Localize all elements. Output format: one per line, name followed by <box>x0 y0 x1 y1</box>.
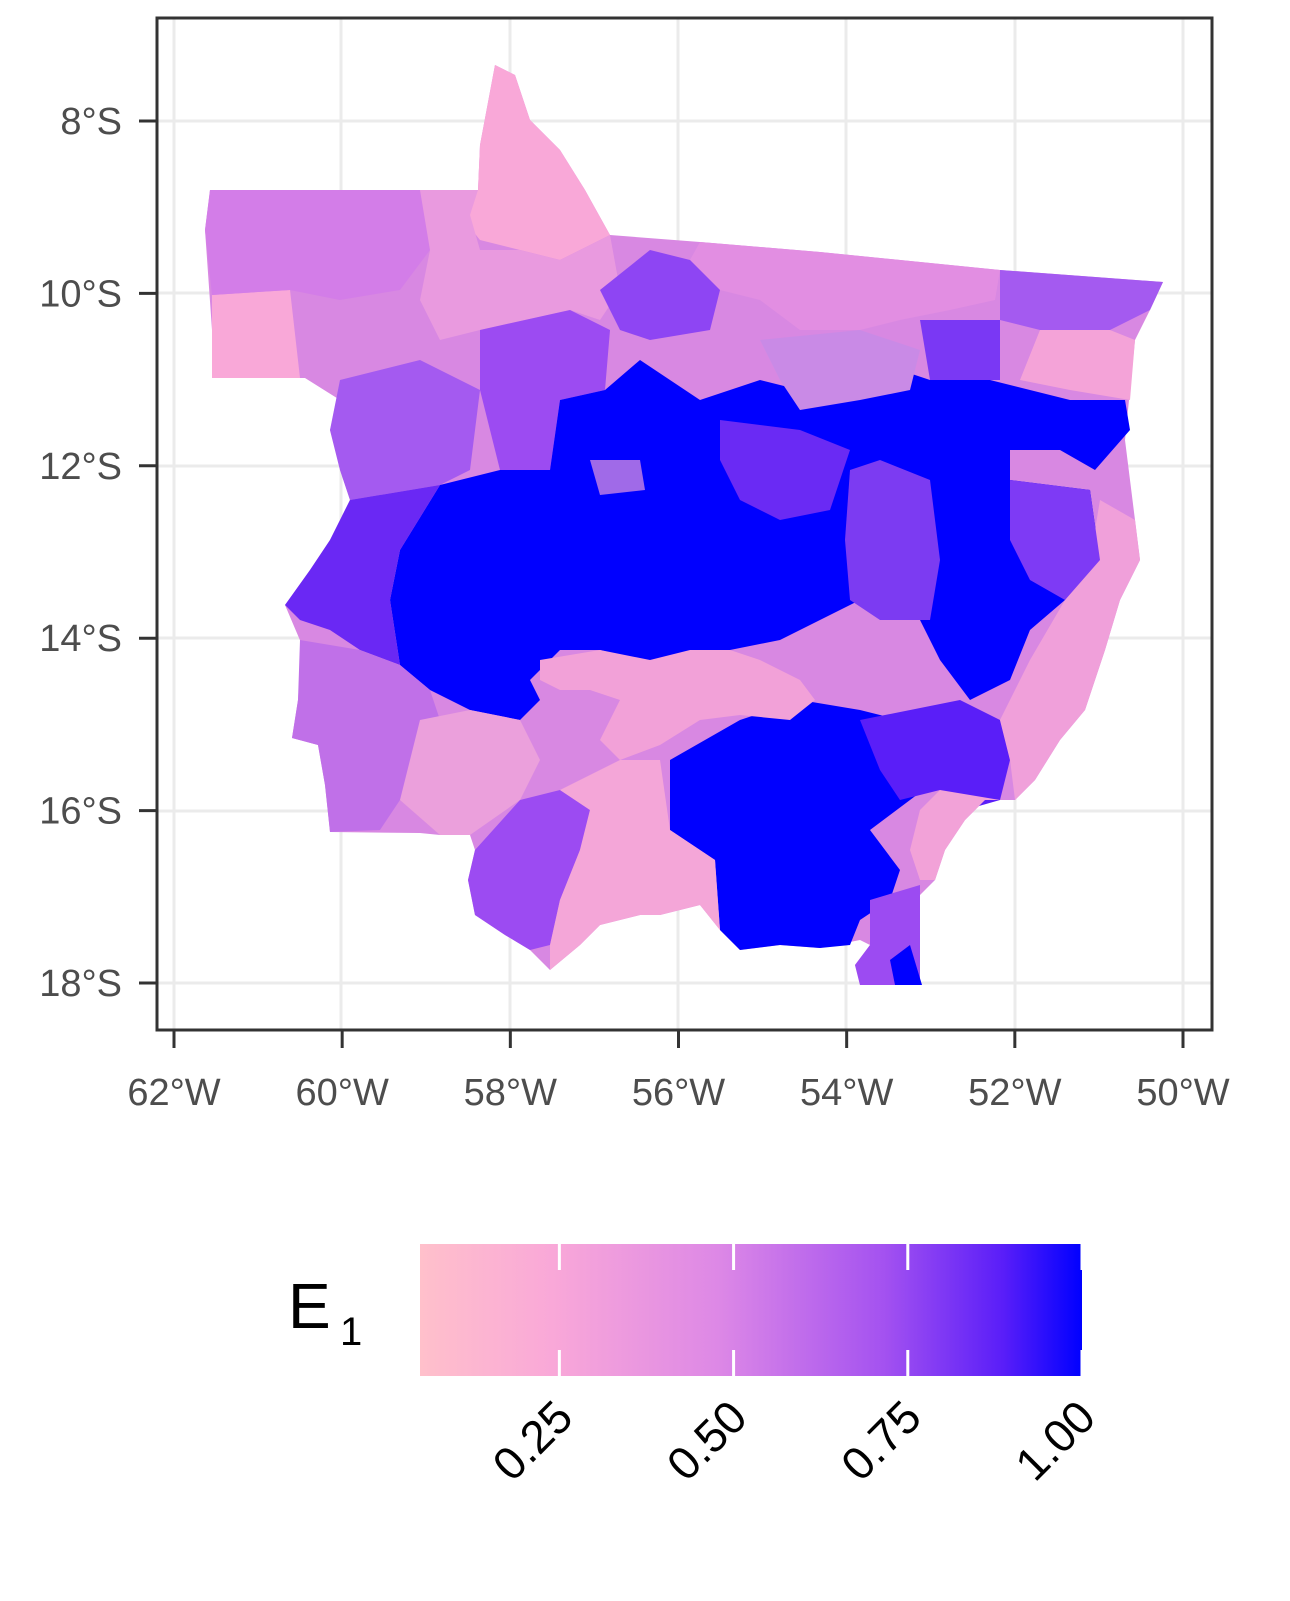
region-southwest-lilac <box>292 640 440 832</box>
x-tick-label: 62°W <box>127 1072 220 1114</box>
x-tick-label: 56°W <box>632 1072 725 1114</box>
x-tick-label: 58°W <box>464 1072 557 1114</box>
region-south-purple <box>468 790 590 950</box>
x-tick-label: 52°W <box>968 1072 1061 1114</box>
region-southeast-pink <box>910 790 1000 880</box>
legend-tick-label: 0.75 <box>831 1390 931 1490</box>
region-south-violet <box>860 700 1010 810</box>
legend-title: E <box>288 1270 331 1342</box>
region-northeast-pink <box>1020 330 1135 400</box>
region-center-pink-strip <box>540 650 815 760</box>
panel-border <box>155 16 1214 1032</box>
region-north-mid-pink <box>420 190 620 340</box>
region-southwest-pink <box>400 710 540 835</box>
region-east-violet <box>1010 480 1100 600</box>
y-axis: 8°S 10°S 12°S 14°S 16°S 18°S <box>39 101 157 1005</box>
legend-tick-label: 0.25 <box>482 1390 582 1490</box>
region-south-pink <box>550 760 720 970</box>
y-tick-label: 14°S <box>39 618 122 660</box>
region-core-blue <box>390 360 1130 720</box>
region-north-central-lilac <box>760 330 920 410</box>
y-tick-label: 12°S <box>39 446 122 488</box>
legend-colorbar <box>420 1244 1082 1376</box>
legend-tick-label: 1.00 <box>1005 1390 1105 1490</box>
legend-tick-label: 0.50 <box>657 1390 757 1490</box>
y-tick-label: 18°S <box>39 963 122 1005</box>
region-far-northeast <box>1000 270 1163 330</box>
region-east-pink <box>1000 500 1140 800</box>
state-map-regions <box>205 65 1163 985</box>
region-purple-band <box>600 250 720 340</box>
x-tick-label: 50°W <box>1136 1072 1229 1114</box>
region-west-purple <box>330 360 480 500</box>
x-tick-label: 60°W <box>295 1072 388 1114</box>
region-west-violet <box>285 485 440 665</box>
x-tick-label: 54°W <box>800 1072 893 1114</box>
region-south-tip-blue <box>890 945 922 985</box>
region-center-lilac <box>590 460 645 495</box>
legend-title-subscript: 1 <box>340 1310 362 1354</box>
y-tick-label: 8°S <box>60 101 122 143</box>
region-north-purple <box>480 310 610 470</box>
y-tick-label: 10°S <box>39 273 122 315</box>
region-center-violet <box>720 420 850 520</box>
x-axis: 62°W 60°W 58°W 56°W 54°W 52°W 50°W <box>127 1030 1230 1114</box>
legend: E 1 0.25 0.50 0.75 1.00 <box>288 1244 1105 1490</box>
y-tick-label: 16°S <box>39 791 122 833</box>
region-northwest-pink <box>212 290 300 378</box>
region-north-pink <box>460 65 610 260</box>
region-northeast-band <box>690 242 1000 330</box>
region-west-lilac <box>205 190 430 300</box>
region-northeast-violet <box>920 320 1000 380</box>
region-east-purple <box>845 460 940 620</box>
